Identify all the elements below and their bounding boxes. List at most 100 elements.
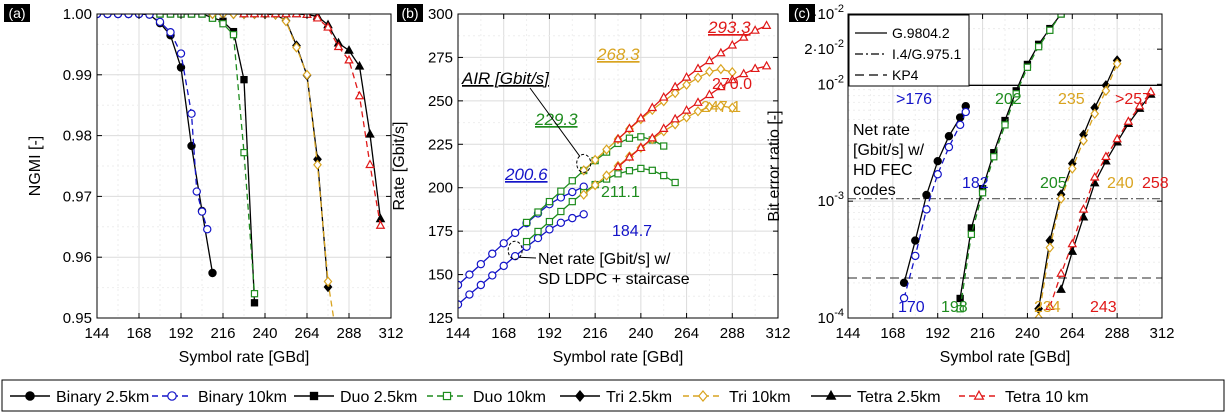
data-point [208, 268, 217, 278]
x-tick-label: 264 [674, 325, 699, 342]
data-point [704, 89, 715, 99]
data-point [1012, 90, 1020, 98]
data-point [1078, 204, 1089, 213]
panel-a: 144 168 192 216 240 264 288 312 0.95 0.96 0.97 0.98… [4, 4, 404, 366]
annotation-text: 293.3 [707, 18, 751, 37]
data-point [176, 49, 186, 58]
data-point [624, 151, 635, 161]
x-axis-label: Symbol rate [GBd] [940, 349, 1071, 366]
x-tick-label: 312 [765, 325, 790, 342]
data-point [335, 345, 342, 354]
data-point [499, 261, 508, 271]
data-point [637, 133, 645, 141]
data-point [291, 14, 302, 18]
data-point [545, 197, 554, 206]
y-tick-label: 200 [428, 180, 453, 197]
annotation-text: 170 [898, 299, 925, 316]
data-point [365, 129, 375, 138]
series-group [458, 20, 772, 309]
legend-label: Tetra 10 km [1005, 389, 1089, 406]
data-point [681, 72, 692, 81]
data-point [933, 170, 942, 179]
data-point [933, 156, 942, 166]
series-line [959, 14, 1062, 299]
data-point [750, 63, 760, 73]
annotation-text: 200.6 [504, 165, 548, 184]
data-point [590, 179, 600, 191]
data-point [240, 76, 248, 84]
data-point [693, 72, 703, 84]
data-point [671, 178, 679, 187]
panel-tag: (c) [794, 5, 810, 21]
data-point [727, 39, 738, 49]
annotation-text: 258 [1142, 175, 1169, 192]
annotation-text: 205 [1040, 175, 1067, 192]
legend-label: Duo 10km [473, 389, 546, 406]
y-tick-label: 10-4 [818, 307, 844, 327]
data-point [458, 280, 463, 290]
data-point [967, 230, 976, 239]
data-point [229, 31, 238, 39]
data-point [1145, 86, 1156, 96]
panel-c: 144 168 192 216 240 264 288 312 10-4 10-3 10-2 2·10… [766, 3, 1175, 366]
data-point [956, 305, 964, 313]
annotation-text: HD FEC [853, 162, 913, 179]
annotation-text: 202 [995, 91, 1022, 108]
data-point [568, 197, 576, 206]
data-point [625, 167, 634, 175]
data-point [1067, 246, 1078, 255]
data-point [124, 14, 133, 19]
data-point [670, 87, 680, 99]
data-point [323, 276, 333, 287]
data-point [302, 69, 312, 81]
data-point [176, 63, 186, 72]
y-tick-label: 10-2 [818, 73, 844, 93]
data-point [313, 159, 322, 171]
data-point [250, 290, 259, 298]
data-point [670, 81, 680, 91]
y-axis-label: Bit error ratio [-] [766, 110, 783, 221]
data-point [1101, 85, 1111, 97]
data-point [590, 154, 600, 166]
data-point [533, 233, 543, 243]
data-point [658, 123, 669, 132]
x-tick-label: 192 [168, 325, 193, 342]
threshold-legend-label: G.9804.2 [892, 25, 950, 41]
data-point [488, 249, 497, 258]
threshold-legend-label: I.4/G.975.1 [892, 46, 961, 62]
axes-frame [847, 13, 1163, 319]
data-point [323, 281, 333, 293]
legend-label: Binary 2.5km [56, 389, 149, 406]
annotation-text: 234 [1034, 299, 1061, 316]
series-line [1049, 91, 1152, 307]
x-tick-label: 240 [252, 325, 277, 342]
data-point [208, 14, 217, 20]
data-point [557, 207, 565, 216]
y-tick-label: 175 [428, 223, 453, 240]
data-point [1046, 26, 1054, 34]
x-axis-label: Symbol rate [GBd] [179, 349, 310, 366]
data-point [636, 142, 646, 152]
series-line [959, 14, 1062, 309]
data-point [705, 66, 714, 77]
y-tick-label: 275 [428, 49, 453, 66]
x-tick-label: 216 [583, 325, 608, 342]
data-point [166, 14, 175, 18]
threshold-legend: G.9804.2 I.4/G.975.1 KP4 [848, 14, 970, 87]
annotation-text: Net rate [Gbit/s] w/ [538, 251, 671, 268]
x-axis-label: Symbol rate [GBd] [553, 349, 684, 366]
data-point [716, 63, 726, 75]
y-tick-label: 0.97 [63, 188, 92, 205]
data-point [1067, 238, 1078, 248]
data-point [249, 14, 260, 18]
annotation-text: >257 [1115, 91, 1151, 108]
data-point [961, 107, 970, 117]
threshold-legend-label: KP4 [892, 67, 919, 83]
data-point [955, 120, 965, 130]
y-tick-label: 0.99 [63, 67, 92, 84]
data-point [693, 97, 703, 106]
data-point [281, 16, 291, 27]
data-point [1134, 100, 1145, 110]
data-point [203, 225, 212, 234]
data-point [354, 90, 365, 100]
